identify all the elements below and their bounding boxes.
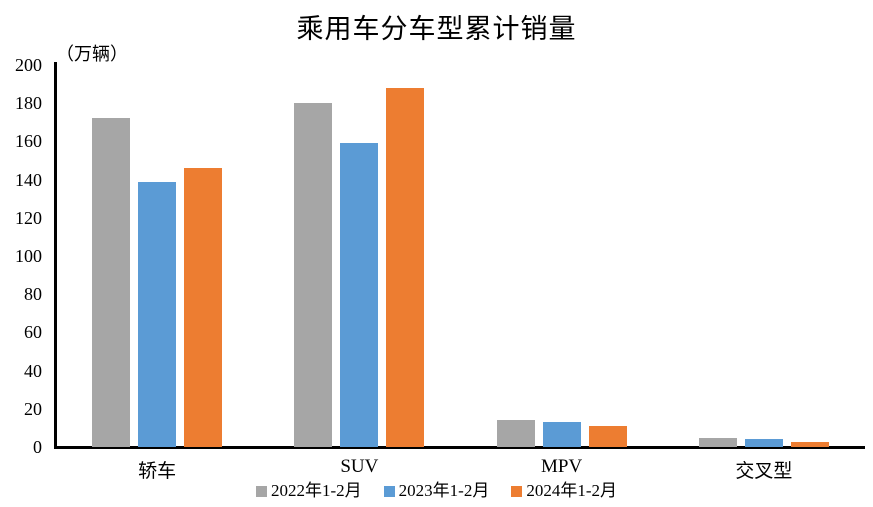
bar xyxy=(496,420,535,447)
y-tick-label: 160 xyxy=(15,131,42,152)
legend-label: 2023年1-2月 xyxy=(398,481,490,500)
bar xyxy=(790,442,829,447)
y-tick-label: 40 xyxy=(24,360,42,381)
y-tick-label: 60 xyxy=(24,322,42,343)
bar xyxy=(92,118,131,447)
legend-swatch-icon xyxy=(383,485,395,497)
y-tick-label: 200 xyxy=(15,55,42,75)
y-tick-label: 80 xyxy=(24,284,42,305)
legend-item: 2024年1-2月 xyxy=(511,481,617,501)
y-tick-label: 180 xyxy=(15,93,42,114)
chart-legend: 2022年1-2月 2023年1-2月 2024年1-2月 xyxy=(0,481,873,501)
y-tick-label: 120 xyxy=(15,207,42,228)
bar xyxy=(138,181,177,447)
bar xyxy=(340,143,379,447)
legend-swatch-icon xyxy=(511,485,523,497)
category-label: SUV xyxy=(340,456,379,477)
bar xyxy=(588,425,627,447)
y-tick-label: 20 xyxy=(24,398,42,419)
bar xyxy=(698,437,737,447)
bar xyxy=(542,422,581,447)
y-tick-label: 0 xyxy=(33,437,42,457)
y-axis-unit-label: （万辆） xyxy=(56,44,128,64)
legend-label: 2024年1-2月 xyxy=(526,481,617,500)
chart-title: 乘用车分车型累计销量 xyxy=(296,14,577,44)
bar xyxy=(386,87,425,447)
legend-label: 2022年1-2月 xyxy=(270,481,362,500)
y-axis-line xyxy=(54,62,57,448)
bar xyxy=(294,103,333,447)
category-label: MPV xyxy=(541,456,583,477)
category-label: 交叉型 xyxy=(735,461,793,482)
legend-item: 2023年1-2月 xyxy=(383,481,490,501)
x-axis-line xyxy=(54,446,865,449)
legend-swatch-icon xyxy=(255,485,267,497)
bar xyxy=(744,438,783,447)
bar xyxy=(184,168,223,447)
y-tick-label: 140 xyxy=(15,169,42,190)
y-tick-label: 100 xyxy=(15,246,42,266)
legend-item: 2022年1-2月 xyxy=(255,481,362,501)
category-label: 轿车 xyxy=(138,461,177,482)
